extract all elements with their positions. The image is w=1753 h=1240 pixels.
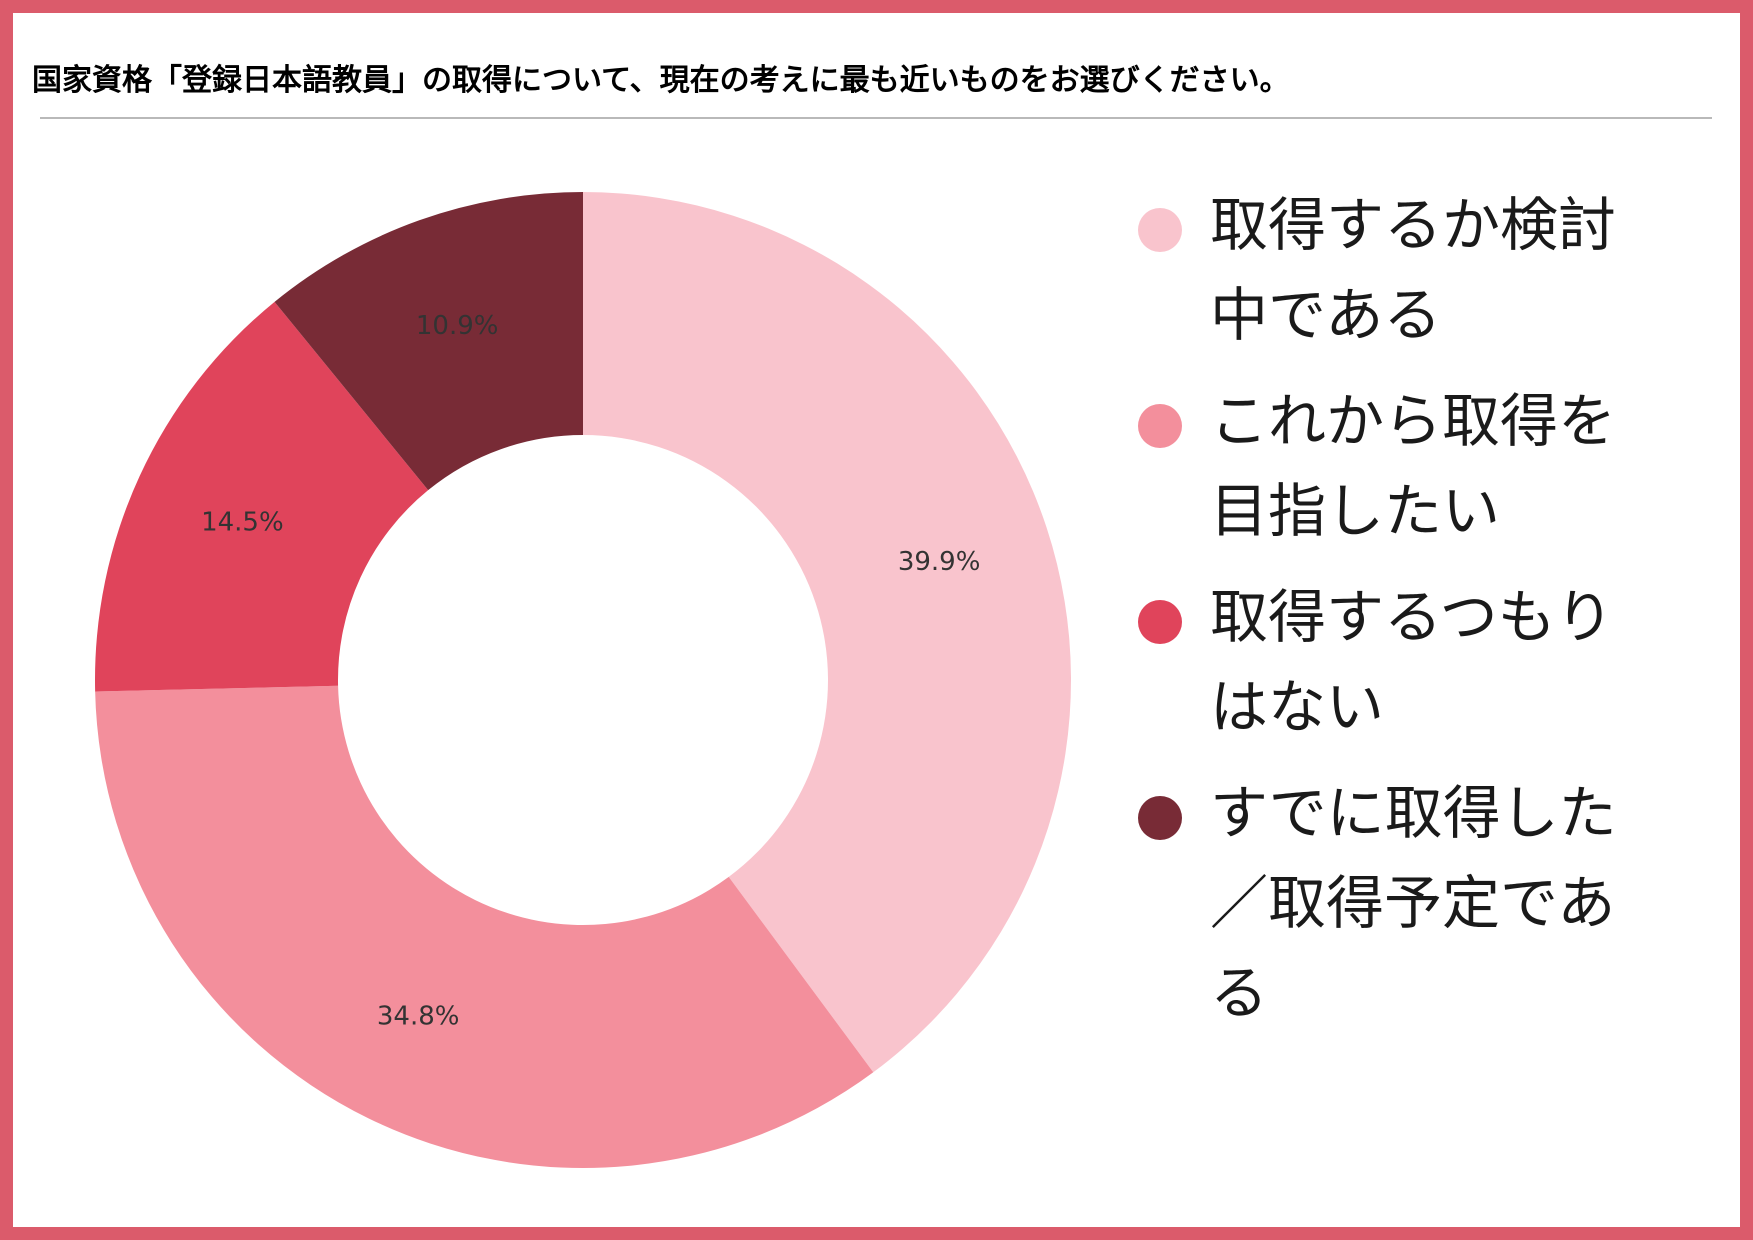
legend-marker-1: [1138, 208, 1182, 252]
legend-label: ／取得予定であ: [1210, 869, 1616, 937]
legend-label: はない: [1210, 673, 1385, 741]
donut-slice-3: [95, 301, 429, 692]
legend-item-4: すでに取得した ／取得予定である: [1130, 768, 1690, 1038]
legend-label: 取得するつもり: [1210, 583, 1614, 651]
slice-label-3: 14.5%: [201, 508, 284, 538]
chart-legend: 取得するか検討 中である これから取得を 目指したい 取得するつもり はない すでに取得した…: [1130, 180, 1690, 1054]
legend-item-3: 取得するつもり はない: [1130, 572, 1690, 752]
donut-chart: 39.9% 34.8% 14.5% 10.9%: [95, 192, 1071, 1168]
slice-label-2: 34.8%: [377, 1001, 460, 1031]
legend-label: すでに取得した: [1210, 779, 1617, 847]
legend-marker-3: [1138, 600, 1182, 644]
legend-label: る: [1210, 959, 1269, 1027]
slice-label-1: 39.9%: [898, 547, 981, 577]
chart-title: 国家資格「登録日本語教員」の取得について、現在の考えに最も近いものをお選びくださ…: [32, 63, 1290, 98]
slice-label-4: 10.9%: [416, 311, 499, 341]
legend-marker-4: [1138, 796, 1182, 840]
legend-label: 目指したい: [1210, 477, 1501, 545]
legend-item-2: これから取得を 目指したい: [1130, 376, 1690, 556]
title-divider: [40, 117, 1712, 119]
donut-slice-1: [583, 192, 1071, 1073]
legend-marker-2: [1138, 404, 1182, 448]
legend-label: 取得するか検討: [1210, 191, 1617, 259]
legend-label: これから取得を: [1210, 387, 1617, 455]
legend-label: 中である: [1210, 281, 1442, 349]
donut-slice-2: [95, 685, 874, 1168]
donut-slice-4: [274, 192, 583, 491]
legend-item-1: 取得するか検討 中である: [1130, 180, 1690, 360]
